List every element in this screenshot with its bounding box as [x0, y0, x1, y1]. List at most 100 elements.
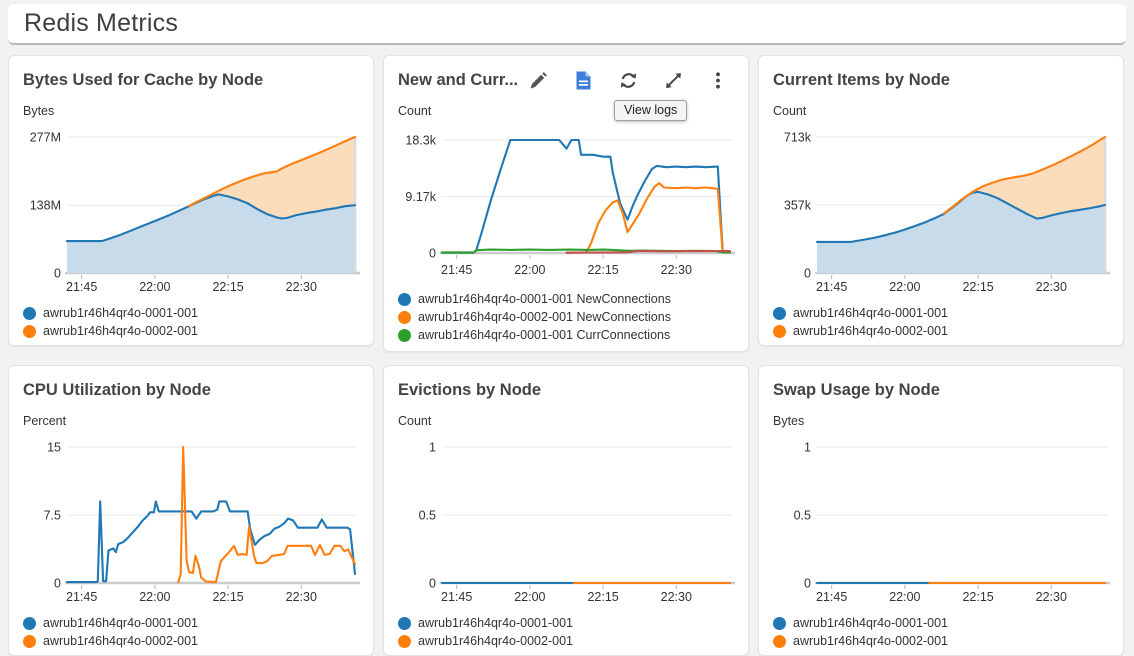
axis-unit-label: Percent	[23, 414, 67, 428]
chart-canvas[interactable]: 1 0.5 0 21:45 22:00 22:15 22:30	[398, 430, 736, 606]
refresh-icon[interactable]	[618, 70, 638, 90]
panel-title: New and Curr...	[398, 70, 519, 89]
axis-unit-label: Bytes	[773, 414, 805, 428]
panel-title: Bytes Used for Cache by Node	[23, 70, 264, 89]
legend-label: awrub1r46h4qr4o-0001-001	[43, 306, 198, 320]
svg-text:15: 15	[47, 441, 61, 455]
legend-item[interactable]: awrub1r46h4qr4o-0002-001	[23, 322, 359, 340]
legend-item[interactable]: awrub1r46h4qr4o-0001-001	[23, 614, 359, 632]
kebab-menu-icon[interactable]	[708, 70, 728, 90]
legend-item[interactable]: awrub1r46h4qr4o-0001-001 NewConnections	[398, 290, 734, 308]
legend-color-dot	[773, 634, 786, 648]
legend-item[interactable]: awrub1r46h4qr4o-0001-001	[773, 304, 1109, 322]
chart-panel: Current Items by Node	[758, 55, 1124, 346]
expand-icon[interactable]	[663, 70, 683, 90]
svg-text:0: 0	[804, 577, 811, 591]
svg-text:9.17k: 9.17k	[405, 190, 436, 204]
svg-text:0: 0	[54, 577, 61, 591]
legend-item[interactable]: awrub1r46h4qr4o-0001-001 CurrConnections	[398, 326, 734, 344]
panel-title: Evictions by Node	[398, 380, 542, 399]
svg-text:22:30: 22:30	[661, 590, 692, 604]
svg-text:21:45: 21:45	[441, 590, 472, 604]
svg-text:7.5: 7.5	[44, 509, 61, 523]
svg-text:713k: 713k	[784, 131, 812, 145]
svg-text:22:30: 22:30	[1036, 590, 1067, 604]
chart-canvas[interactable]: 713k 357k 0 21:45 22:00 22:15 22:30	[773, 120, 1111, 296]
panel-title: Swap Usage by Node	[773, 380, 940, 399]
legend-label: awrub1r46h4qr4o-0001-001 CurrConnections	[418, 328, 671, 342]
svg-text:138M: 138M	[30, 199, 61, 213]
svg-text:22:15: 22:15	[587, 590, 618, 604]
chart-canvas[interactable]: 18.3k 9.17k 0 21:45 22:00 22:15 22:30	[398, 120, 736, 278]
legend-color-dot	[398, 310, 411, 324]
svg-text:0.5: 0.5	[419, 509, 436, 523]
legend-label: awrub1r46h4qr4o-0002-001	[793, 324, 948, 338]
view-logs-tooltip: View logs	[614, 100, 688, 121]
chart-canvas[interactable]: 15 7.5 0 21:45 22:00 22:15 22:30	[23, 430, 361, 606]
legend-label: awrub1r46h4qr4o-0002-001	[793, 634, 948, 648]
panel-header: New and Curr...	[398, 68, 734, 92]
legend-item[interactable]: awrub1r46h4qr4o-0001-001	[398, 614, 734, 632]
legend-color-dot	[398, 328, 411, 342]
chart-legend: awrub1r46h4qr4o-0001-001 awrub1r46h4qr4o-…	[23, 304, 359, 340]
svg-text:0.5: 0.5	[794, 509, 811, 523]
log-file-glyph	[576, 71, 590, 89]
legend-label: awrub1r46h4qr4o-0001-001	[43, 616, 198, 630]
chart-legend: awrub1r46h4qr4o-0001-001 awrub1r46h4qr4o-…	[773, 614, 1109, 650]
svg-text:0: 0	[429, 247, 436, 261]
legend-color-dot	[23, 616, 36, 630]
svg-text:22:30: 22:30	[661, 263, 692, 277]
legend-item[interactable]: awrub1r46h4qr4o-0002-001	[398, 632, 734, 650]
panel-title: CPU Utilization by Node	[23, 380, 211, 399]
svg-text:22:15: 22:15	[587, 263, 618, 277]
legend-label: awrub1r46h4qr4o-0001-001	[793, 616, 948, 630]
svg-text:22:30: 22:30	[286, 590, 317, 604]
chart-legend: awrub1r46h4qr4o-0001-001 awrub1r46h4qr4o-…	[23, 614, 359, 650]
svg-text:22:00: 22:00	[889, 280, 920, 294]
chart-panel: CPU Utilization by Node	[8, 365, 374, 656]
chart-panel: Bytes Used for Cache by Node	[8, 55, 374, 346]
legend-label: awrub1r46h4qr4o-0002-001	[418, 634, 573, 648]
panel-header: Bytes Used for Cache by Node	[23, 68, 359, 92]
legend-color-dot	[23, 634, 36, 648]
legend-item[interactable]: awrub1r46h4qr4o-0002-001	[23, 632, 359, 650]
svg-text:22:00: 22:00	[139, 280, 170, 294]
chart-legend: awrub1r46h4qr4o-0001-001 NewConnections a…	[398, 290, 734, 344]
legend-item[interactable]: awrub1r46h4qr4o-0002-001 NewConnections	[398, 308, 734, 326]
legend-item[interactable]: awrub1r46h4qr4o-0001-001	[23, 304, 359, 322]
svg-text:0: 0	[804, 267, 811, 281]
panel-header: Current Items by Node	[773, 68, 1109, 92]
legend-label: awrub1r46h4qr4o-0002-001	[43, 634, 198, 648]
svg-text:277M: 277M	[30, 131, 61, 145]
panel-toolbar	[573, 70, 734, 90]
svg-text:357k: 357k	[784, 198, 812, 212]
legend-color-dot	[773, 324, 786, 338]
chart-legend: awrub1r46h4qr4o-0001-001 awrub1r46h4qr4o-…	[773, 304, 1109, 340]
pencil-glyph	[530, 71, 547, 88]
axis-unit-label: Count	[398, 104, 432, 118]
svg-text:1: 1	[804, 441, 811, 455]
svg-text:22:30: 22:30	[1036, 280, 1067, 294]
legend-item[interactable]: awrub1r46h4qr4o-0002-001	[773, 322, 1109, 340]
svg-text:21:45: 21:45	[66, 280, 97, 294]
legend-color-dot	[773, 616, 786, 630]
page-title: Redis Metrics	[24, 9, 179, 37]
legend-color-dot	[23, 324, 36, 338]
chart-panel: Evictions by Node	[383, 365, 749, 656]
svg-text:21:45: 21:45	[66, 590, 97, 604]
svg-text:22:30: 22:30	[286, 280, 317, 294]
chart-canvas[interactable]: 277M 138M 0 21:45 22:00 22:15 22:30	[23, 120, 361, 296]
dashboard: Bytes Used for Cache by Node	[0, 55, 1134, 656]
view-logs-icon[interactable]	[573, 70, 593, 90]
kebab-glyph	[716, 71, 720, 89]
edit-pencil-icon[interactable]	[528, 70, 548, 90]
chart-canvas[interactable]: 1 0.5 0 21:45 22:00 22:15 22:30	[773, 430, 1111, 606]
svg-text:18.3k: 18.3k	[405, 134, 436, 148]
dashboard-row-top: Bytes Used for Cache by Node	[8, 55, 1126, 352]
svg-text:21:45: 21:45	[441, 263, 472, 277]
legend-item[interactable]: awrub1r46h4qr4o-0001-001	[773, 614, 1109, 632]
legend-item[interactable]: awrub1r46h4qr4o-0002-001	[773, 632, 1109, 650]
axis-unit-label: Bytes	[23, 104, 55, 118]
expand-glyph	[665, 72, 681, 88]
legend-color-dot	[23, 306, 36, 320]
